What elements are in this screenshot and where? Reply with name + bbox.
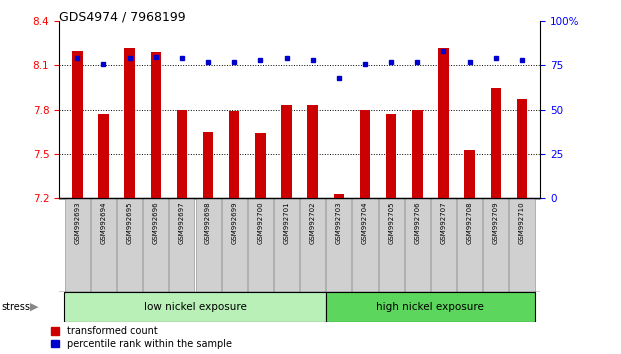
Text: GSM992703: GSM992703	[336, 201, 342, 244]
Bar	[307, 105, 318, 198]
FancyBboxPatch shape	[457, 198, 482, 292]
Text: stress: stress	[1, 302, 30, 312]
FancyBboxPatch shape	[65, 198, 90, 292]
Legend: transformed count, percentile rank within the sample: transformed count, percentile rank withi…	[52, 326, 232, 349]
Text: GSM992699: GSM992699	[231, 201, 237, 244]
Text: GSM992706: GSM992706	[414, 201, 420, 244]
FancyBboxPatch shape	[196, 198, 220, 292]
Bar	[229, 111, 240, 198]
FancyBboxPatch shape	[483, 198, 509, 292]
Bar	[203, 132, 214, 198]
FancyBboxPatch shape	[326, 292, 535, 322]
FancyBboxPatch shape	[431, 198, 456, 292]
Text: GSM992698: GSM992698	[205, 201, 211, 244]
Text: GSM992704: GSM992704	[362, 201, 368, 244]
FancyBboxPatch shape	[379, 198, 404, 292]
Text: GSM992708: GSM992708	[466, 201, 473, 244]
FancyBboxPatch shape	[509, 198, 535, 292]
Bar	[72, 51, 83, 198]
Bar	[177, 110, 187, 198]
Text: GSM992693: GSM992693	[75, 201, 80, 244]
Text: ▶: ▶	[30, 302, 39, 312]
Text: low nickel exposure: low nickel exposure	[143, 302, 247, 312]
Bar	[98, 114, 109, 198]
FancyBboxPatch shape	[353, 198, 378, 292]
Bar	[255, 133, 266, 198]
Text: GSM992707: GSM992707	[440, 201, 446, 244]
Bar	[124, 48, 135, 198]
Bar	[360, 110, 370, 198]
FancyBboxPatch shape	[326, 198, 351, 292]
Text: GSM992701: GSM992701	[284, 201, 289, 244]
Text: GSM992705: GSM992705	[388, 201, 394, 244]
FancyBboxPatch shape	[300, 198, 325, 292]
Bar	[465, 149, 475, 198]
FancyBboxPatch shape	[91, 198, 116, 292]
FancyBboxPatch shape	[222, 198, 247, 292]
Bar	[281, 105, 292, 198]
FancyBboxPatch shape	[117, 198, 142, 292]
Bar	[333, 194, 344, 198]
Bar	[386, 114, 396, 198]
Text: GSM992710: GSM992710	[519, 201, 525, 244]
Text: GSM992697: GSM992697	[179, 201, 185, 244]
Text: GSM992695: GSM992695	[127, 201, 133, 244]
FancyBboxPatch shape	[274, 198, 299, 292]
Text: GDS4974 / 7968199: GDS4974 / 7968199	[59, 11, 186, 24]
Text: GSM992696: GSM992696	[153, 201, 159, 244]
Text: high nickel exposure: high nickel exposure	[376, 302, 484, 312]
Text: GSM992709: GSM992709	[493, 201, 499, 244]
Bar	[491, 88, 501, 198]
FancyBboxPatch shape	[170, 198, 194, 292]
Bar	[150, 52, 161, 198]
FancyBboxPatch shape	[143, 198, 168, 292]
FancyBboxPatch shape	[405, 198, 430, 292]
FancyBboxPatch shape	[64, 292, 326, 322]
Text: GSM992700: GSM992700	[257, 201, 263, 244]
Bar	[438, 48, 449, 198]
Bar	[412, 110, 422, 198]
Bar	[517, 99, 527, 198]
Text: GSM992702: GSM992702	[310, 201, 315, 244]
Text: GSM992694: GSM992694	[101, 201, 106, 244]
FancyBboxPatch shape	[248, 198, 273, 292]
